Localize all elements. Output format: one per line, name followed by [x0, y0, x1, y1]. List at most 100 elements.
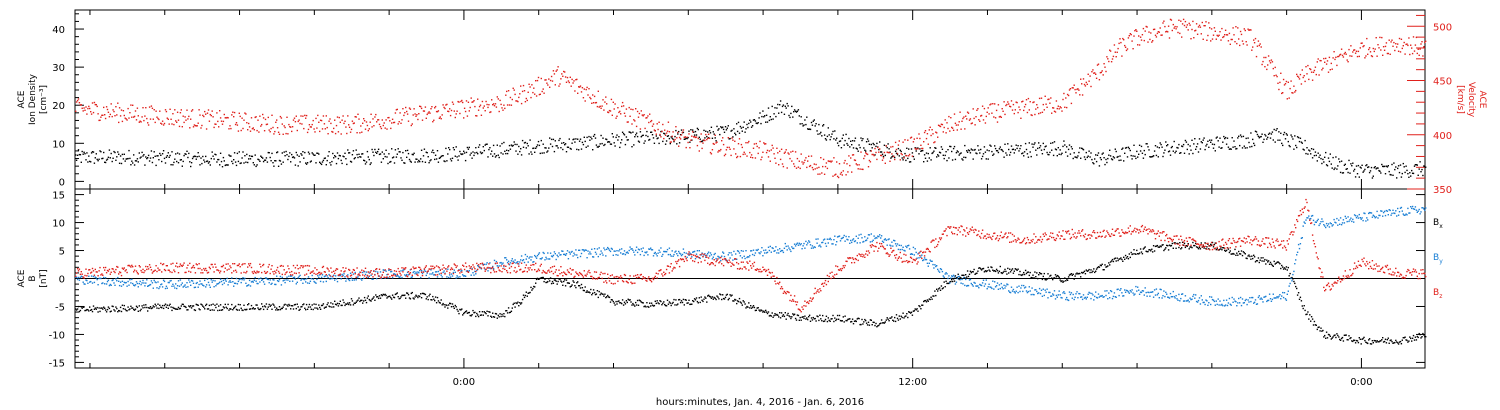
bx-series-point	[525, 291, 527, 293]
bx-series-point	[598, 290, 600, 293]
density-series-point	[726, 127, 728, 129]
density-series-point	[418, 159, 420, 162]
velocity-series-point	[671, 135, 673, 137]
density-series-point	[980, 148, 982, 151]
velocity-series-point	[741, 146, 743, 149]
velocity-series-point	[434, 107, 436, 109]
velocity-series-point	[765, 151, 768, 154]
bx-series-point	[1313, 320, 1316, 323]
velocity-series-point	[174, 109, 176, 111]
bx-series-point	[957, 273, 959, 275]
density-series-point	[770, 118, 772, 121]
density-series-point	[1027, 156, 1030, 158]
by-series-point	[393, 273, 396, 275]
density-series-point	[969, 152, 972, 154]
density-series-point	[798, 115, 800, 117]
velocity-series-point	[1134, 30, 1136, 32]
density-series-point	[937, 154, 939, 156]
density-series-point	[240, 162, 242, 164]
velocity-series-point	[1088, 80, 1090, 82]
bx-series-point	[444, 306, 446, 308]
bx-series-point	[1416, 335, 1418, 338]
velocity-series-point	[525, 97, 527, 100]
density-series-point	[698, 136, 700, 138]
bx-series-point	[1382, 341, 1385, 343]
by-series-point	[351, 279, 354, 281]
by-series-point	[341, 273, 343, 276]
density-series-point	[1375, 168, 1377, 170]
bx-series-point	[967, 275, 970, 278]
velocity-series-point	[156, 116, 158, 118]
density-series-point	[432, 149, 434, 151]
bx-series-point	[1092, 270, 1094, 272]
velocity-series-point	[782, 165, 785, 168]
bx-series-point	[932, 295, 934, 297]
bx-series-point	[684, 299, 686, 301]
density-series-point	[427, 156, 429, 158]
velocity-series-point	[207, 109, 210, 111]
velocity-series-point	[812, 168, 814, 171]
velocity-series-point	[125, 118, 127, 120]
bx-series-point	[262, 305, 264, 308]
bx-series-point	[771, 312, 773, 314]
velocity-series-point	[718, 149, 720, 152]
bx-series-point	[1138, 252, 1141, 254]
density-series-point	[219, 164, 221, 166]
velocity-series-point	[450, 109, 453, 112]
by-series-point	[264, 277, 267, 279]
velocity-series-point	[1115, 56, 1117, 58]
b-axis-label-line: [nT]	[39, 269, 49, 287]
density-series-point	[1031, 143, 1033, 145]
bx-series-point	[474, 311, 476, 314]
velocity-series-point	[1135, 29, 1137, 31]
velocity-series-point	[211, 110, 213, 112]
bx-series-point	[1305, 313, 1307, 316]
velocity-series-point	[1215, 38, 1217, 40]
density-series-point	[626, 139, 628, 141]
bx-series-point	[793, 314, 795, 316]
bx-series-point	[1141, 253, 1144, 255]
by-series-point	[119, 281, 122, 283]
density-series-point	[546, 151, 548, 153]
bx-series-point	[605, 296, 607, 299]
bx-series-point	[836, 318, 838, 320]
bx-series-point	[1120, 257, 1122, 259]
density-series-point	[872, 142, 874, 145]
bx-series-point	[337, 305, 340, 307]
bx-series-point	[923, 300, 926, 302]
bx-series-point	[327, 302, 329, 304]
velocity-series-point	[542, 88, 544, 90]
by-series-point	[307, 276, 310, 278]
bx-series-point	[870, 319, 872, 321]
velocity-series-point	[1184, 20, 1187, 23]
bx-series-point	[291, 305, 294, 307]
density-series-point	[314, 154, 316, 156]
density-series-point	[1357, 164, 1360, 167]
velocity-series-point	[853, 159, 856, 161]
density-series-point	[458, 155, 460, 157]
bx-series-point	[364, 299, 367, 301]
density-series-point	[100, 151, 102, 153]
bx-series-point	[1048, 277, 1050, 280]
bx-series-point	[843, 321, 845, 323]
density-series-point	[974, 148, 976, 151]
density-series-point	[154, 155, 156, 157]
density-series-point	[101, 157, 103, 160]
bx-series-point	[487, 315, 489, 317]
bx-series-point	[150, 307, 153, 310]
bx-series-point	[410, 292, 412, 295]
bx-series-point	[1228, 251, 1231, 254]
bx-series-point	[943, 281, 945, 283]
bx-series-point	[368, 298, 370, 301]
velocity-series-point	[729, 148, 731, 150]
density-series-point	[1217, 140, 1219, 142]
by-series-point	[240, 281, 242, 284]
density-series-point	[310, 160, 312, 162]
bx-series-point	[1055, 276, 1058, 278]
bx-series-point	[89, 306, 91, 308]
density-series-point	[374, 148, 376, 151]
bx-series-point	[551, 280, 554, 283]
density-series-point	[1366, 164, 1368, 166]
bx-series-point	[454, 304, 456, 307]
density-series-point	[1135, 157, 1137, 160]
